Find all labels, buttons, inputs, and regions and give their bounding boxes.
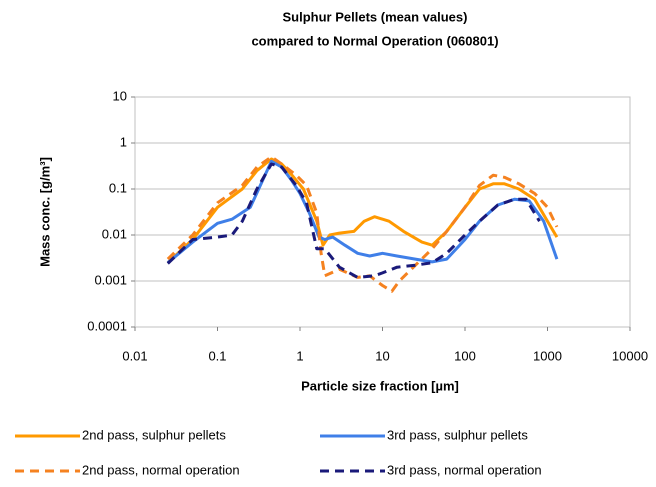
x-tick-label: 100 [454, 348, 476, 363]
x-tick-label: 0.1 [208, 348, 226, 363]
legend-label: 3rd pass, sulphur pellets [387, 427, 528, 442]
y-tick-label: 0.01 [102, 226, 127, 241]
legend-label: 2nd pass, normal operation [82, 462, 240, 477]
y-tick-label: 1 [120, 134, 127, 149]
chart-subtitle: compared to Normal Operation (060801) [251, 33, 498, 48]
x-tick-label: 0.01 [122, 348, 147, 363]
y-axis-title: Mass conc. [g/m³] [37, 157, 52, 267]
x-tick-label: 1000 [533, 348, 562, 363]
legend-label: 2nd pass, sulphur pellets [82, 427, 226, 442]
data-line [166, 157, 559, 264]
legend-label: 3rd pass, normal operation [387, 462, 542, 477]
data-line [166, 162, 541, 279]
data-line [166, 159, 559, 264]
chart-title: Sulphur Pellets (mean values) [283, 9, 468, 24]
x-tick-label: 10 [375, 348, 389, 363]
y-tick-label: 0.0001 [87, 318, 127, 333]
y-tick-label: 10 [113, 88, 127, 103]
x-axis-title: Particle size fraction [µm] [301, 378, 459, 393]
y-tick-label: 0.1 [109, 180, 127, 195]
data-line [166, 155, 559, 293]
y-tick-label: 0.001 [94, 272, 127, 287]
x-tick-label: 10000 [612, 348, 648, 363]
x-tick-label: 1 [296, 348, 303, 363]
